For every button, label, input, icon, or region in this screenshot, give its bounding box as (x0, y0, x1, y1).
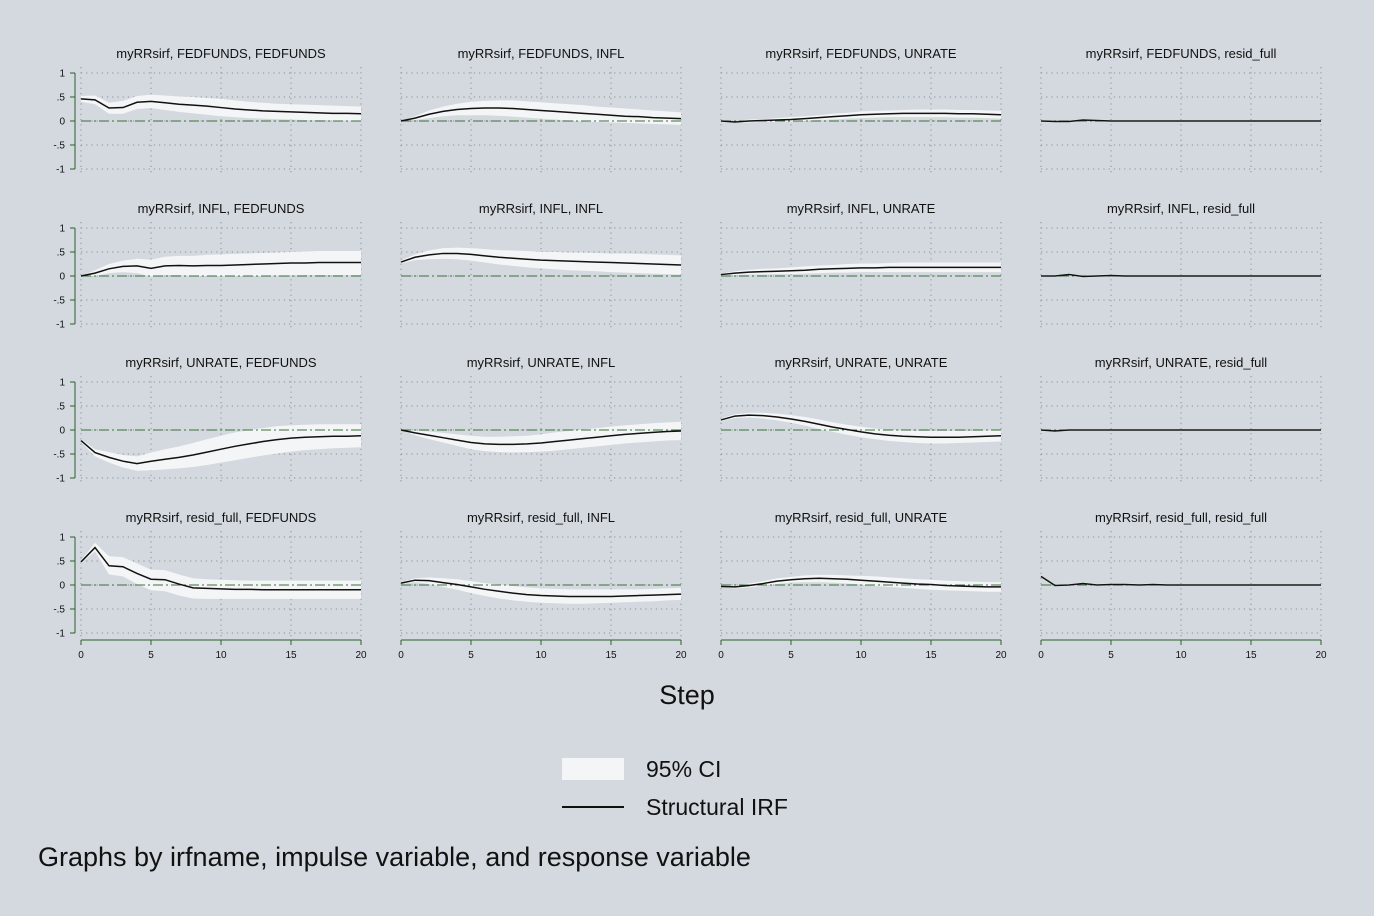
panel-1-ytick-label-2: 0 (59, 117, 65, 128)
legend-label-irf: Structural IRF (646, 793, 788, 820)
panel-13-title: myRRsirf, resid_full, FEDFUNDS (126, 510, 317, 525)
panel-5-ytick-label-0: 1 (59, 224, 65, 235)
panel-13-xtick-label-2: 10 (215, 650, 227, 661)
panel-14-xtick-label-2: 10 (535, 650, 547, 661)
panel-15-xtick-label-2: 10 (855, 650, 867, 661)
panel-1-ytick-label-1: .5 (57, 93, 66, 104)
panel-12-title: myRRsirf, UNRATE, resid_full (1095, 355, 1268, 370)
panel-14-irf-line (400, 579, 682, 598)
panel-16-ci-band (1041, 575, 1321, 587)
panel-15-xtick-label-3: 15 (925, 650, 937, 661)
panel-16-irf-line (1040, 575, 1321, 587)
panel-9-ytick-label-1: .5 (57, 402, 66, 413)
panel-5-ytick-label-1: .5 (57, 248, 66, 259)
legend: 95% CI Structural IRF (562, 750, 788, 826)
legend-label-ci: 95% CI (646, 755, 722, 782)
panel-16-xtick-label-1: 5 (1108, 650, 1114, 661)
panel-7-irf-line (720, 266, 1001, 276)
panel-9-ci-band (81, 424, 361, 471)
panel-16-xtick-label-2: 10 (1175, 650, 1187, 661)
panel-15-xtick-label-0: 0 (718, 650, 724, 661)
panel-9-ytick-label-0: 1 (59, 378, 65, 389)
panel-16-xtick-label-4: 20 (1315, 650, 1327, 661)
irf-panel-grid: myRRsirf, FEDFUNDS, FEDFUNDS 1 .5 0 -.5 -1 myR… (53, 46, 1327, 661)
panel-15-title: myRRsirf, resid_full, UNRATE (775, 510, 948, 525)
panel-11-ci-band (721, 412, 1001, 444)
panel-16-title: myRRsirf, resid_full, resid_full (1095, 510, 1267, 525)
panel-14-title: myRRsirf, resid_full, INFL (467, 510, 615, 525)
panel-9-ytick-label-3: -.5 (53, 450, 65, 461)
legend-swatch-ci-band (562, 758, 624, 780)
panel-11-title: myRRsirf, UNRATE, UNRATE (775, 355, 948, 370)
panel-5-ci-band (81, 251, 361, 277)
legend-swatch-irf-line (562, 806, 624, 808)
panel-13-xtick-label-0: 0 (78, 650, 84, 661)
panel-13-xtick-label-4: 20 (355, 650, 367, 661)
panel-15-irf-line (720, 577, 1001, 588)
panel-5-ytick-label-3: -.5 (53, 296, 65, 307)
panel-6-irf-line (400, 252, 682, 266)
panel-6-title: myRRsirf, INFL, INFL (479, 201, 603, 216)
legend-item-irf: Structural IRF (562, 788, 788, 826)
panel-13-ytick-label-0: 1 (59, 533, 65, 544)
panel-13-ytick-label-2: 0 (59, 581, 65, 592)
panel-3-title: myRRsirf, FEDFUNDS, UNRATE (765, 46, 956, 61)
panel-2-ci-band (401, 100, 681, 125)
panel-8-title: myRRsirf, INFL, resid_full (1107, 201, 1255, 216)
panel-1-irf-line (80, 98, 362, 115)
panel-1-ytick-label-0: 1 (59, 69, 65, 80)
graph-caption: Graphs by irfname, impulse variable, and… (38, 842, 751, 872)
panel-10-irf-line (400, 429, 682, 446)
panel-16-xtick-label-3: 15 (1245, 650, 1257, 661)
panel-4-title: myRRsirf, FEDFUNDS, resid_full (1086, 46, 1277, 61)
panel-13-irf-line (80, 546, 361, 591)
panel-7-title: myRRsirf, INFL, UNRATE (787, 201, 936, 216)
panel-13-xtick-label-1: 5 (148, 650, 154, 661)
panel-13-ytick-label-1: .5 (57, 557, 66, 568)
panel-5-title: myRRsirf, INFL, FEDFUNDS (138, 201, 305, 216)
panel-5-ytick-label-4: -1 (56, 320, 65, 331)
panel-1-title: myRRsirf, FEDFUNDS, FEDFUNDS (116, 46, 326, 61)
panel-7-ci-band (721, 262, 1001, 276)
panel-13-ci-band (81, 542, 361, 599)
panel-9-irf-line (80, 435, 362, 465)
panel-15-xtick-label-4: 20 (995, 650, 1007, 661)
panel-5-ytick-label-2: 0 (59, 272, 65, 283)
panel-15-xtick-label-1: 5 (788, 650, 794, 661)
panel-14-xtick-label-4: 20 (675, 650, 687, 661)
panel-14-xtick-label-1: 5 (468, 650, 474, 661)
panel-14-ci-band (401, 577, 681, 604)
panel-9-title: myRRsirf, UNRATE, FEDFUNDS (125, 355, 316, 370)
panel-1-ytick-label-4: -1 (56, 165, 65, 176)
x-axis-label: Step (659, 680, 715, 710)
panel-16-xtick-label-0: 0 (1038, 650, 1044, 661)
panel-13-ytick-label-3: -.5 (53, 605, 65, 616)
panel-2-irf-line (400, 107, 682, 122)
panel-8-irf-line (1041, 273, 1321, 278)
panel-2-title: myRRsirf, FEDFUNDS, INFL (458, 46, 625, 61)
legend-item-ci: 95% CI (562, 750, 788, 788)
panel-6-ci-band (401, 247, 681, 275)
panel-9-ytick-label-4: -1 (56, 474, 65, 485)
panel-13-ytick-label-4: -1 (56, 629, 65, 640)
panel-10-title: myRRsirf, UNRATE, INFL (467, 355, 616, 370)
panel-14-xtick-label-0: 0 (398, 650, 404, 661)
panel-12-irf-line (1040, 429, 1321, 432)
panel-14-xtick-label-3: 15 (605, 650, 617, 661)
panel-13-xtick-label-3: 15 (285, 650, 297, 661)
panel-5-irf-line (80, 261, 361, 277)
panel-1-ytick-label-3: -.5 (53, 141, 65, 152)
panel-10-ci-band (401, 421, 681, 453)
panel-4-irf-line (1040, 119, 1321, 123)
panel-9-ytick-label-2: 0 (59, 426, 65, 437)
panel-11-irf-line (720, 414, 1002, 438)
panel-3-irf-line (720, 112, 1002, 123)
